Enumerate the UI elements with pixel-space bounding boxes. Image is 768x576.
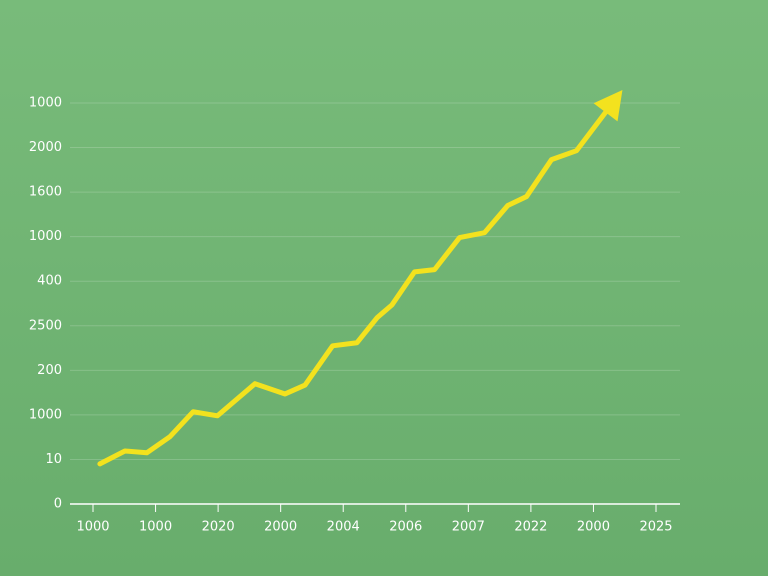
y-tick-label: 1600 [29,185,62,200]
y-tick-label: 1000 [29,407,62,422]
y-tick-label: 1000 [29,229,62,244]
y-tick-label: 2500 [29,318,62,333]
x-tick-label: 2007 [452,520,485,535]
y-tick-label: 200 [37,363,62,378]
y-tick-label: 400 [37,274,62,289]
x-tick-label: 2025 [639,520,672,535]
x-tick-label: 2022 [514,520,547,535]
x-tick-label: 1000 [139,520,172,535]
y-tick-label: 1000 [29,96,62,111]
x-tick-label: 2004 [327,520,360,535]
x-tick-label: 2000 [577,520,610,535]
y-tick-label: 0 [54,497,62,512]
y-tick-label: 10 [45,452,62,467]
x-tick-label: 2020 [202,520,235,535]
y-tick-label: 2000 [29,140,62,155]
x-tick-label: 2006 [389,520,422,535]
data-line [97,101,615,467]
arrow-head [593,89,623,122]
x-tick-label: 2000 [264,520,297,535]
x-tick-label: 1000 [76,520,109,535]
